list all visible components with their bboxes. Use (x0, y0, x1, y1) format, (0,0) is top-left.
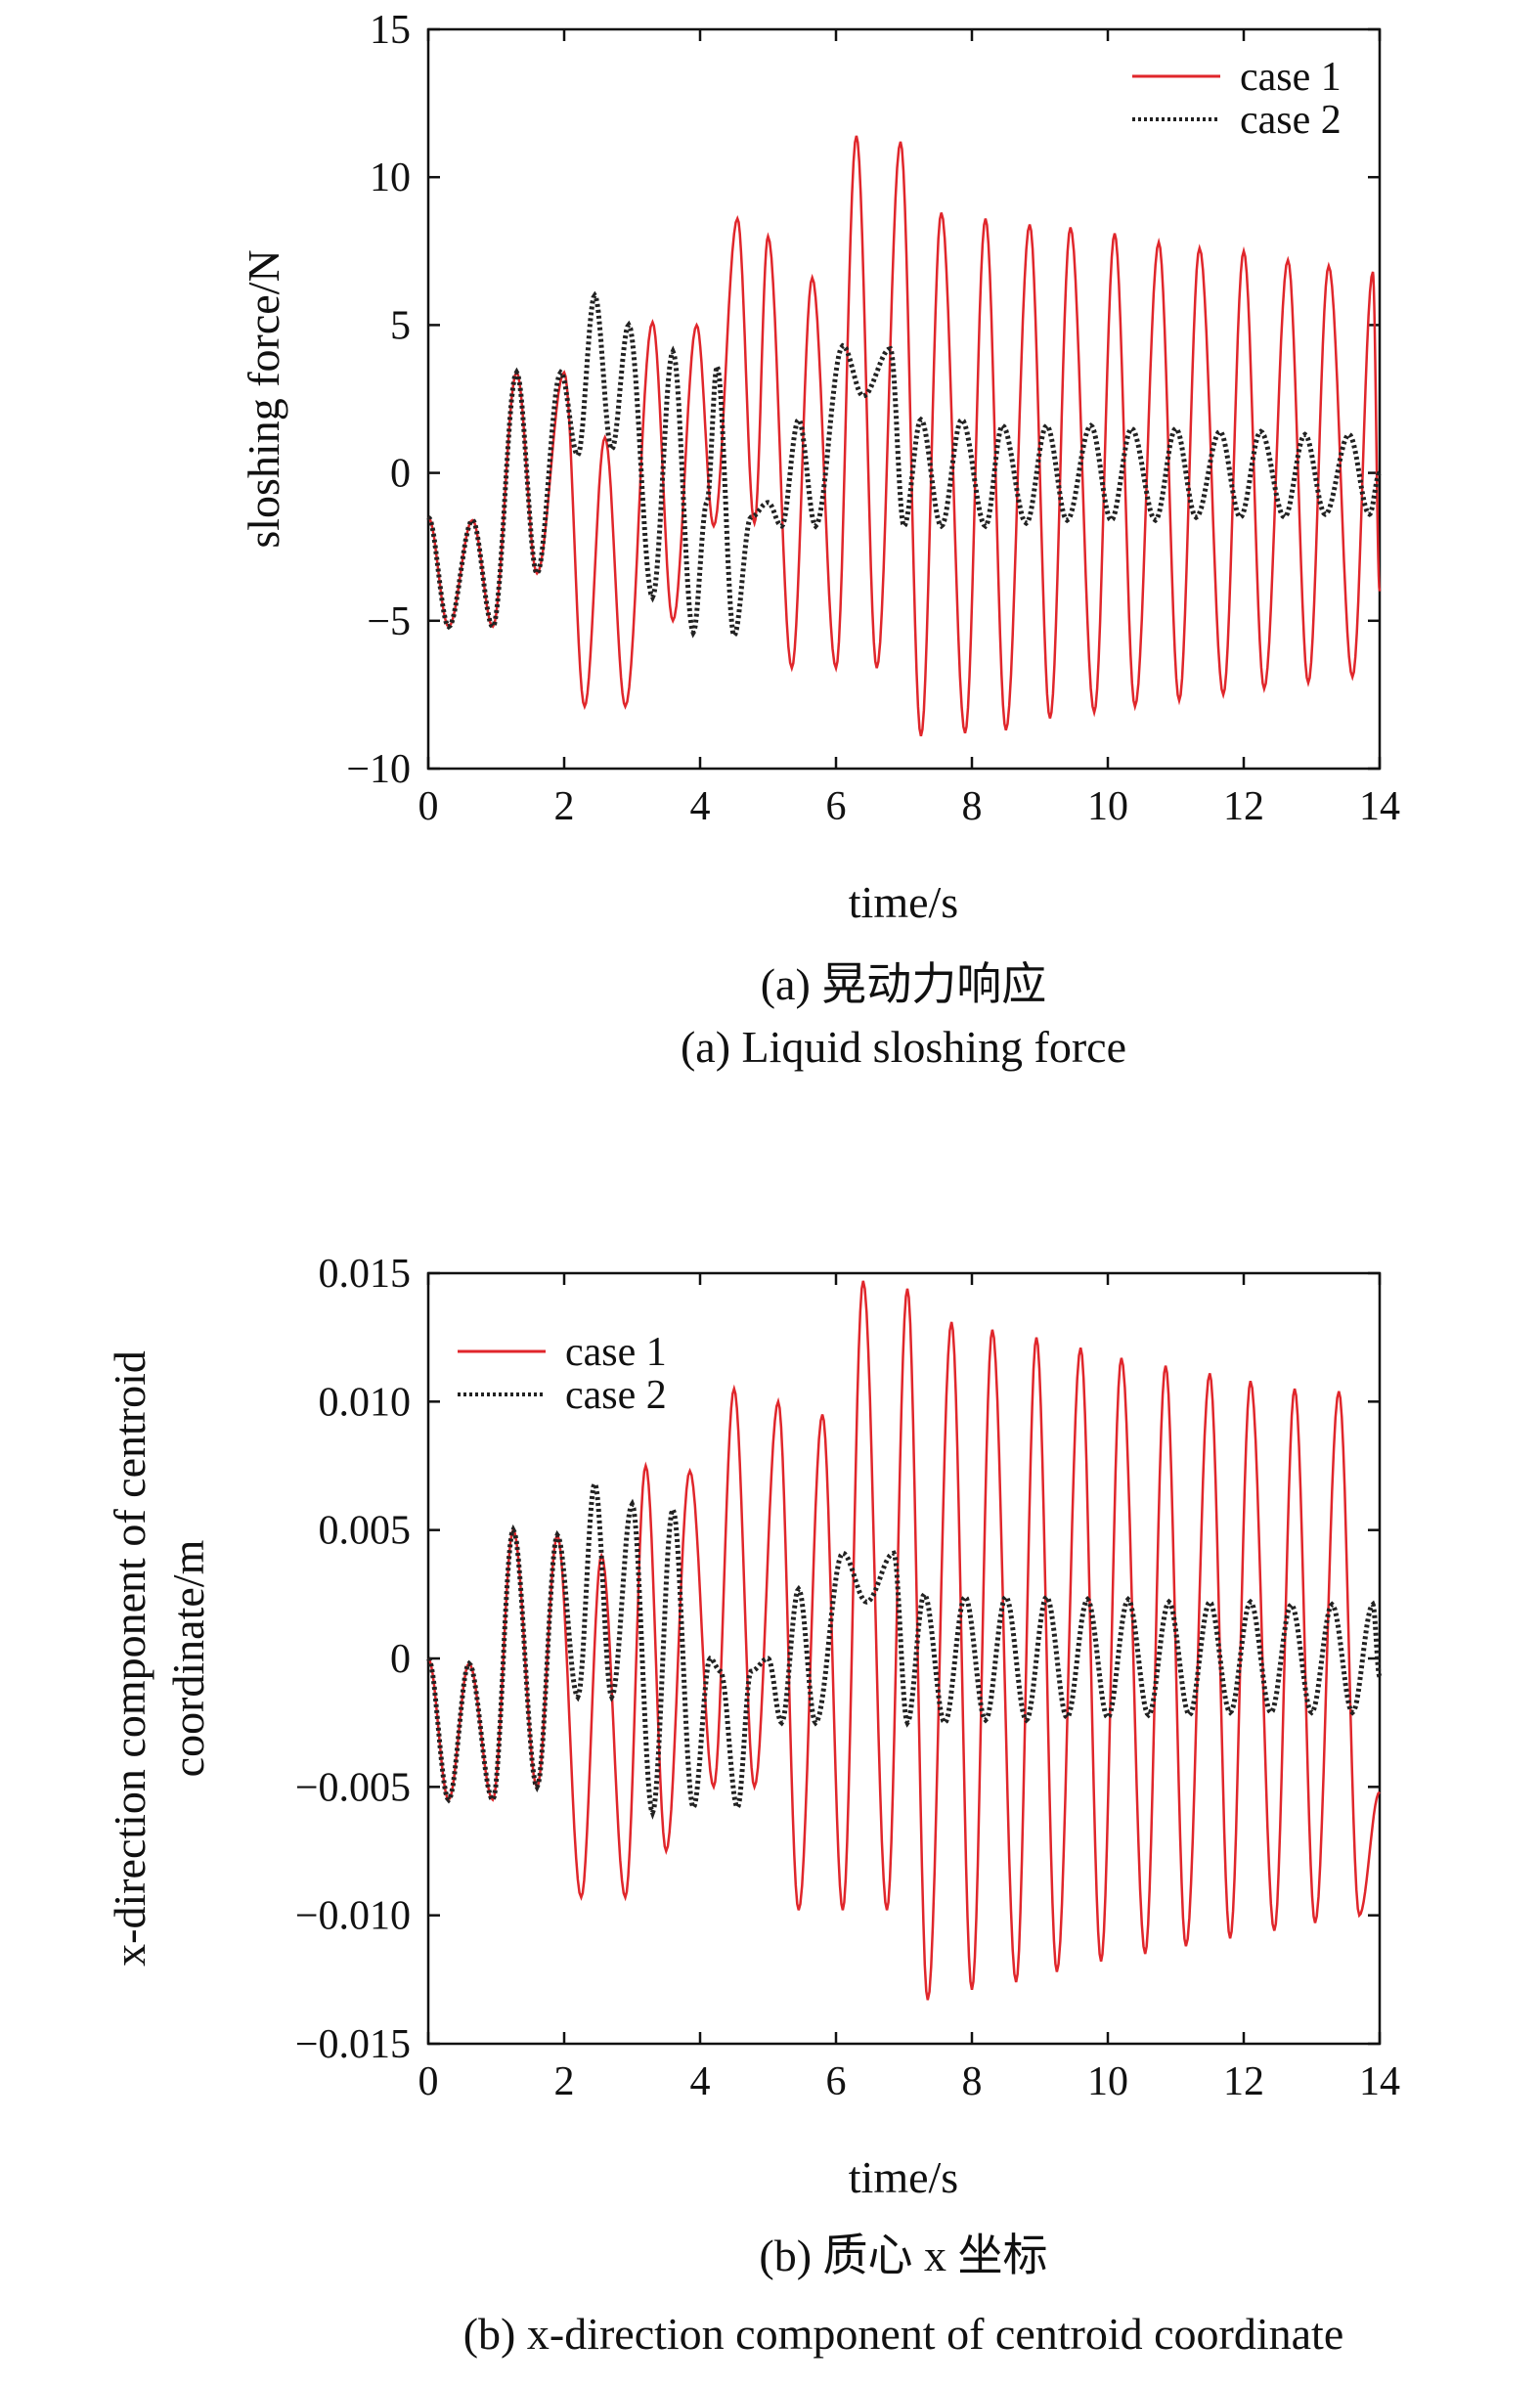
x-tick-label: 4 (690, 784, 711, 829)
x-tick-label: 14 (1359, 784, 1400, 829)
y-tick-label: 0.015 (319, 1252, 412, 1297)
series-line-case2 (426, 290, 1382, 641)
legend-b: case 1 case 2 (458, 1330, 667, 1418)
y-tick-label: −5 (367, 599, 411, 644)
legend-label-case2-b: case 2 (565, 1373, 667, 1418)
y-axis-label-b-line2: coordinate/m (163, 1539, 213, 1777)
x-tick-label: 12 (1223, 784, 1264, 829)
series-line-case1 (427, 135, 1382, 736)
x-tick-label: 12 (1223, 2059, 1264, 2104)
x-tick-label: 0 (418, 2059, 439, 2104)
x-tick-label: 6 (826, 784, 847, 829)
caption-en-b: (b) x-direction component of centroid co… (463, 2309, 1344, 2359)
x-axis-label-a: time/s (849, 877, 958, 927)
y-tick-label: −0.005 (295, 1765, 411, 1810)
legend-label-case2-a: case 2 (1240, 98, 1342, 143)
y-tick-label: −10 (346, 747, 411, 792)
y-tick-label: 0 (390, 1637, 411, 1682)
x-tick-label: 6 (826, 2059, 847, 2104)
x-axis-label-b: time/s (849, 2152, 958, 2202)
x-tick-label: 8 (962, 784, 983, 829)
legend-a: case 1 case 2 (1132, 55, 1342, 143)
series-line-case1 (427, 1280, 1381, 2001)
legend-label-case1-a: case 1 (1240, 55, 1342, 100)
x-tick-label: 2 (554, 2059, 575, 2104)
chart-marks-a: 0 2 4 6 8 10 12 14 −10 −5 0 5 10 15 (346, 8, 1400, 829)
chart-panel-b: 0 2 4 6 8 10 12 14 −0.015 −0.010 −0.005 0 0.005 0.010… (105, 1252, 1400, 2359)
caption-en-a: (a) Liquid sloshing force (681, 1022, 1126, 1072)
y-axis-label-a: sloshing force/N (239, 249, 288, 548)
y-tick-label: 5 (390, 303, 411, 348)
y-tick-label: 0.010 (319, 1380, 412, 1425)
caption-cn-a: (a) 晃动力响应 (761, 959, 1047, 1009)
plot-frame-a (426, 27, 1382, 771)
chart-marks-b: 0 2 4 6 8 10 12 14 −0.015 −0.010 −0.005 0 0.005 0.010… (295, 1252, 1400, 2104)
legend-label-case1-b: case 1 (565, 1330, 667, 1375)
y-axis-label-b-line1: x-direction component of centroid (105, 1350, 154, 1966)
x-tick-label: 0 (418, 784, 439, 829)
y-tick-label: 10 (370, 155, 411, 200)
x-tick-label: 14 (1359, 2059, 1400, 2104)
x-tick-label: 10 (1087, 2059, 1128, 2104)
chart-panel-a: 0 2 4 6 8 10 12 14 −10 −5 0 5 10 15 time/s sloshing f… (239, 8, 1400, 1072)
x-tick-label: 8 (962, 2059, 983, 2104)
x-tick-label: 2 (554, 784, 575, 829)
series-line-case2 (426, 1478, 1383, 1820)
y-tick-label: 0.005 (319, 1509, 412, 1554)
y-tick-label: 15 (370, 8, 411, 53)
x-tick-label: 10 (1087, 784, 1128, 829)
y-tick-label: −0.010 (295, 1894, 411, 1939)
caption-cn-b: (b) 质心 x 坐标 (759, 2231, 1047, 2280)
x-tick-label: 4 (690, 2059, 711, 2104)
y-tick-label: 0 (390, 452, 411, 497)
y-tick-label: −0.015 (295, 2022, 411, 2067)
